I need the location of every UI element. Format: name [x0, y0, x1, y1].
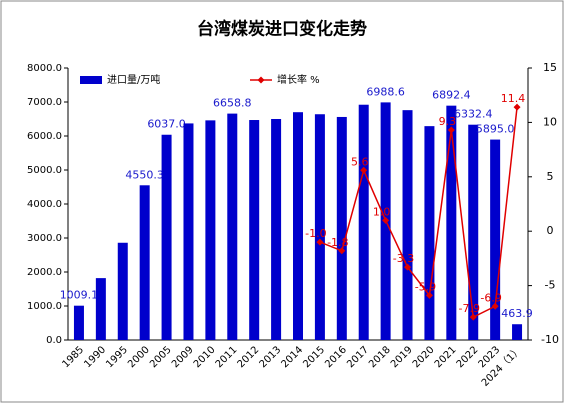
bar	[271, 119, 282, 340]
bar-value-label: 6332.4	[454, 108, 493, 121]
growth-marker	[513, 103, 521, 111]
bar	[205, 120, 216, 340]
bar	[249, 120, 260, 341]
bar	[490, 139, 501, 340]
bar-value-label: 463.9	[501, 307, 533, 320]
bar-value-label: 6037.0	[147, 118, 186, 131]
y2-tick-label: 15	[543, 61, 557, 74]
growth-marker	[425, 291, 433, 299]
bar-value-label: 6892.4	[432, 89, 471, 102]
bar	[139, 185, 150, 340]
line-value-label: -6.9	[480, 291, 501, 304]
line-value-label: -5.9	[415, 280, 436, 293]
y-tick-label: 4000.0	[27, 199, 62, 210]
line-value-label: 9.3	[439, 115, 457, 128]
bar-value-label: 5895.0	[476, 123, 515, 136]
line-value-label: 5.6	[351, 155, 369, 168]
bar-value-label: 6988.6	[366, 85, 405, 98]
y2-tick-label: 0	[547, 224, 554, 237]
growth-marker	[447, 126, 455, 134]
bar-value-label: 6658.8	[213, 97, 252, 110]
growth-marker	[404, 263, 412, 271]
legend-label: 增长率 %	[277, 73, 320, 86]
line-value-label: 11.4	[501, 92, 526, 105]
bar	[227, 113, 238, 340]
bar	[73, 305, 84, 340]
growth-marker	[491, 302, 499, 310]
line-value-label: -7.9	[459, 302, 480, 315]
bar	[468, 124, 479, 341]
line-value-label: 1.0	[373, 205, 391, 218]
legend-marker	[257, 76, 265, 84]
bar	[512, 324, 523, 340]
bar	[95, 278, 106, 340]
y-tick-label: 2000.0	[27, 267, 62, 278]
line-value-label: -1.8	[327, 236, 348, 249]
legend-swatch	[80, 76, 102, 84]
bar	[446, 105, 457, 340]
bar	[117, 242, 128, 340]
bar	[293, 112, 303, 340]
line-value-label: -1.0	[305, 227, 326, 240]
growth-marker	[316, 238, 324, 246]
bar-value-label: 4550.3	[125, 168, 164, 181]
line-value-label: -3.3	[393, 252, 414, 265]
bar-value-label: 1009.1	[60, 289, 99, 302]
y-tick-label: 3000.0	[27, 233, 62, 244]
y-tick-label: 7000.0	[27, 97, 62, 108]
growth-marker	[338, 247, 346, 255]
y-tick-label: 0.0	[46, 335, 62, 346]
y-tick-label: 5000.0	[27, 165, 62, 176]
growth-marker	[360, 166, 368, 174]
y2-tick-label: -5	[545, 279, 556, 292]
bar	[314, 114, 325, 341]
y2-tick-label: 10	[543, 115, 557, 128]
y2-tick-label: 5	[547, 170, 554, 183]
y2-tick-label: -10	[541, 333, 559, 346]
bar	[183, 123, 194, 340]
y-tick-label: 6000.0	[27, 131, 62, 142]
chart-title: 台湾煤炭进口变化走势	[197, 19, 367, 40]
y-tick-label: 8000.0	[27, 63, 62, 74]
y-tick-label: 1000.0	[27, 301, 62, 312]
growth-line	[319, 107, 518, 319]
bar	[161, 134, 172, 340]
bar	[424, 126, 435, 340]
growth-marker	[469, 313, 477, 321]
bar	[358, 104, 369, 340]
bar	[402, 110, 413, 340]
bar	[336, 116, 347, 341]
legend-label: 进口量/万吨	[107, 73, 160, 86]
growth-marker	[382, 216, 390, 224]
